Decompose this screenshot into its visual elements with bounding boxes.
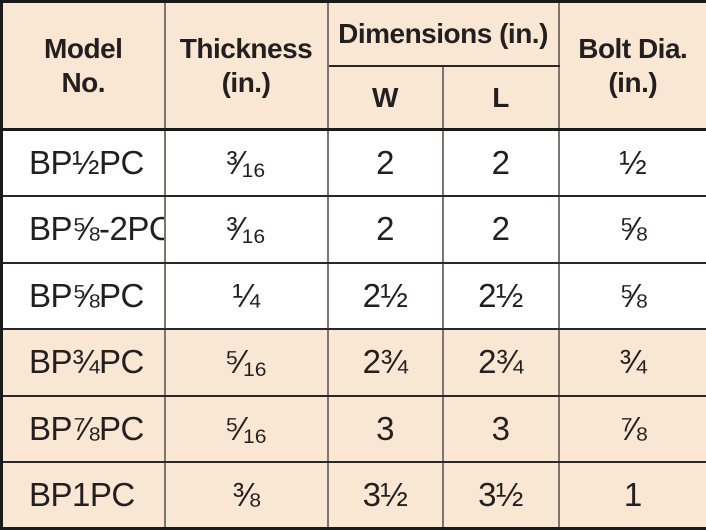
cell-model: BP1PC xyxy=(0,461,166,530)
cell-thickness: ⁵⁄₁₆ xyxy=(163,394,329,463)
header-length: L xyxy=(441,64,560,131)
cell-length: 3 xyxy=(441,394,560,463)
cell-thickness: ⁵⁄₁₆ xyxy=(163,328,329,397)
header-thickness: Thickness (in.) xyxy=(163,0,329,131)
table-row: BP⅞PC ⁵⁄₁₆ 3 3 ⅞ xyxy=(0,394,706,463)
cell-length: 2¾ xyxy=(441,328,560,397)
cell-model: BP⅝-2PC xyxy=(0,195,166,264)
cell-width: 3 xyxy=(326,394,444,463)
cell-width: 2½ xyxy=(326,261,444,330)
cell-width: 3½ xyxy=(326,461,444,530)
table-header: Model No. Thickness (in.) Dimensions (in… xyxy=(0,0,706,131)
cell-width: 2 xyxy=(326,195,444,264)
cell-bolt-dia: ½ xyxy=(557,128,706,197)
cell-length: 2½ xyxy=(441,261,560,330)
table-row: BP1PC ⅜ 3½ 3½ 1 xyxy=(0,461,706,530)
header-bolt-dia: Bolt Dia. (in.) xyxy=(557,0,706,131)
cell-thickness: ³⁄₁₆ xyxy=(163,195,329,264)
cell-thickness: ¼ xyxy=(163,261,329,330)
table-row: BP¾PC ⁵⁄₁₆ 2¾ 2¾ ¾ xyxy=(0,328,706,397)
header-width: W xyxy=(326,64,444,131)
header-model-no: Model No. xyxy=(0,0,166,131)
cell-model: BP¾PC xyxy=(0,328,166,397)
cell-model: BP½PC xyxy=(0,128,166,197)
cell-model: BP⅝PC xyxy=(0,261,166,330)
cell-bolt-dia: ⅝ xyxy=(557,195,706,264)
cell-length: 2 xyxy=(441,195,560,264)
table-row: BP⅝-2PC ³⁄₁₆ 2 2 ⅝ xyxy=(0,195,706,264)
cell-bolt-dia: 1 xyxy=(557,461,706,530)
cell-model: BP⅞PC xyxy=(0,394,166,463)
table-row: BP⅝PC ¼ 2½ 2½ ⅝ xyxy=(0,261,706,330)
table-row: BP½PC ³⁄₁₆ 2 2 ½ xyxy=(0,128,706,197)
cell-length: 3½ xyxy=(441,461,560,530)
cell-bolt-dia: ⅞ xyxy=(557,394,706,463)
cell-thickness: ⅜ xyxy=(163,461,329,530)
cell-width: 2¾ xyxy=(326,328,444,397)
cell-width: 2 xyxy=(326,128,444,197)
header-dimensions: Dimensions (in.) xyxy=(326,0,560,67)
cell-bolt-dia: ⅝ xyxy=(557,261,706,330)
cell-length: 2 xyxy=(441,128,560,197)
cell-thickness: ³⁄₁₆ xyxy=(163,128,329,197)
cell-bolt-dia: ¾ xyxy=(557,328,706,397)
